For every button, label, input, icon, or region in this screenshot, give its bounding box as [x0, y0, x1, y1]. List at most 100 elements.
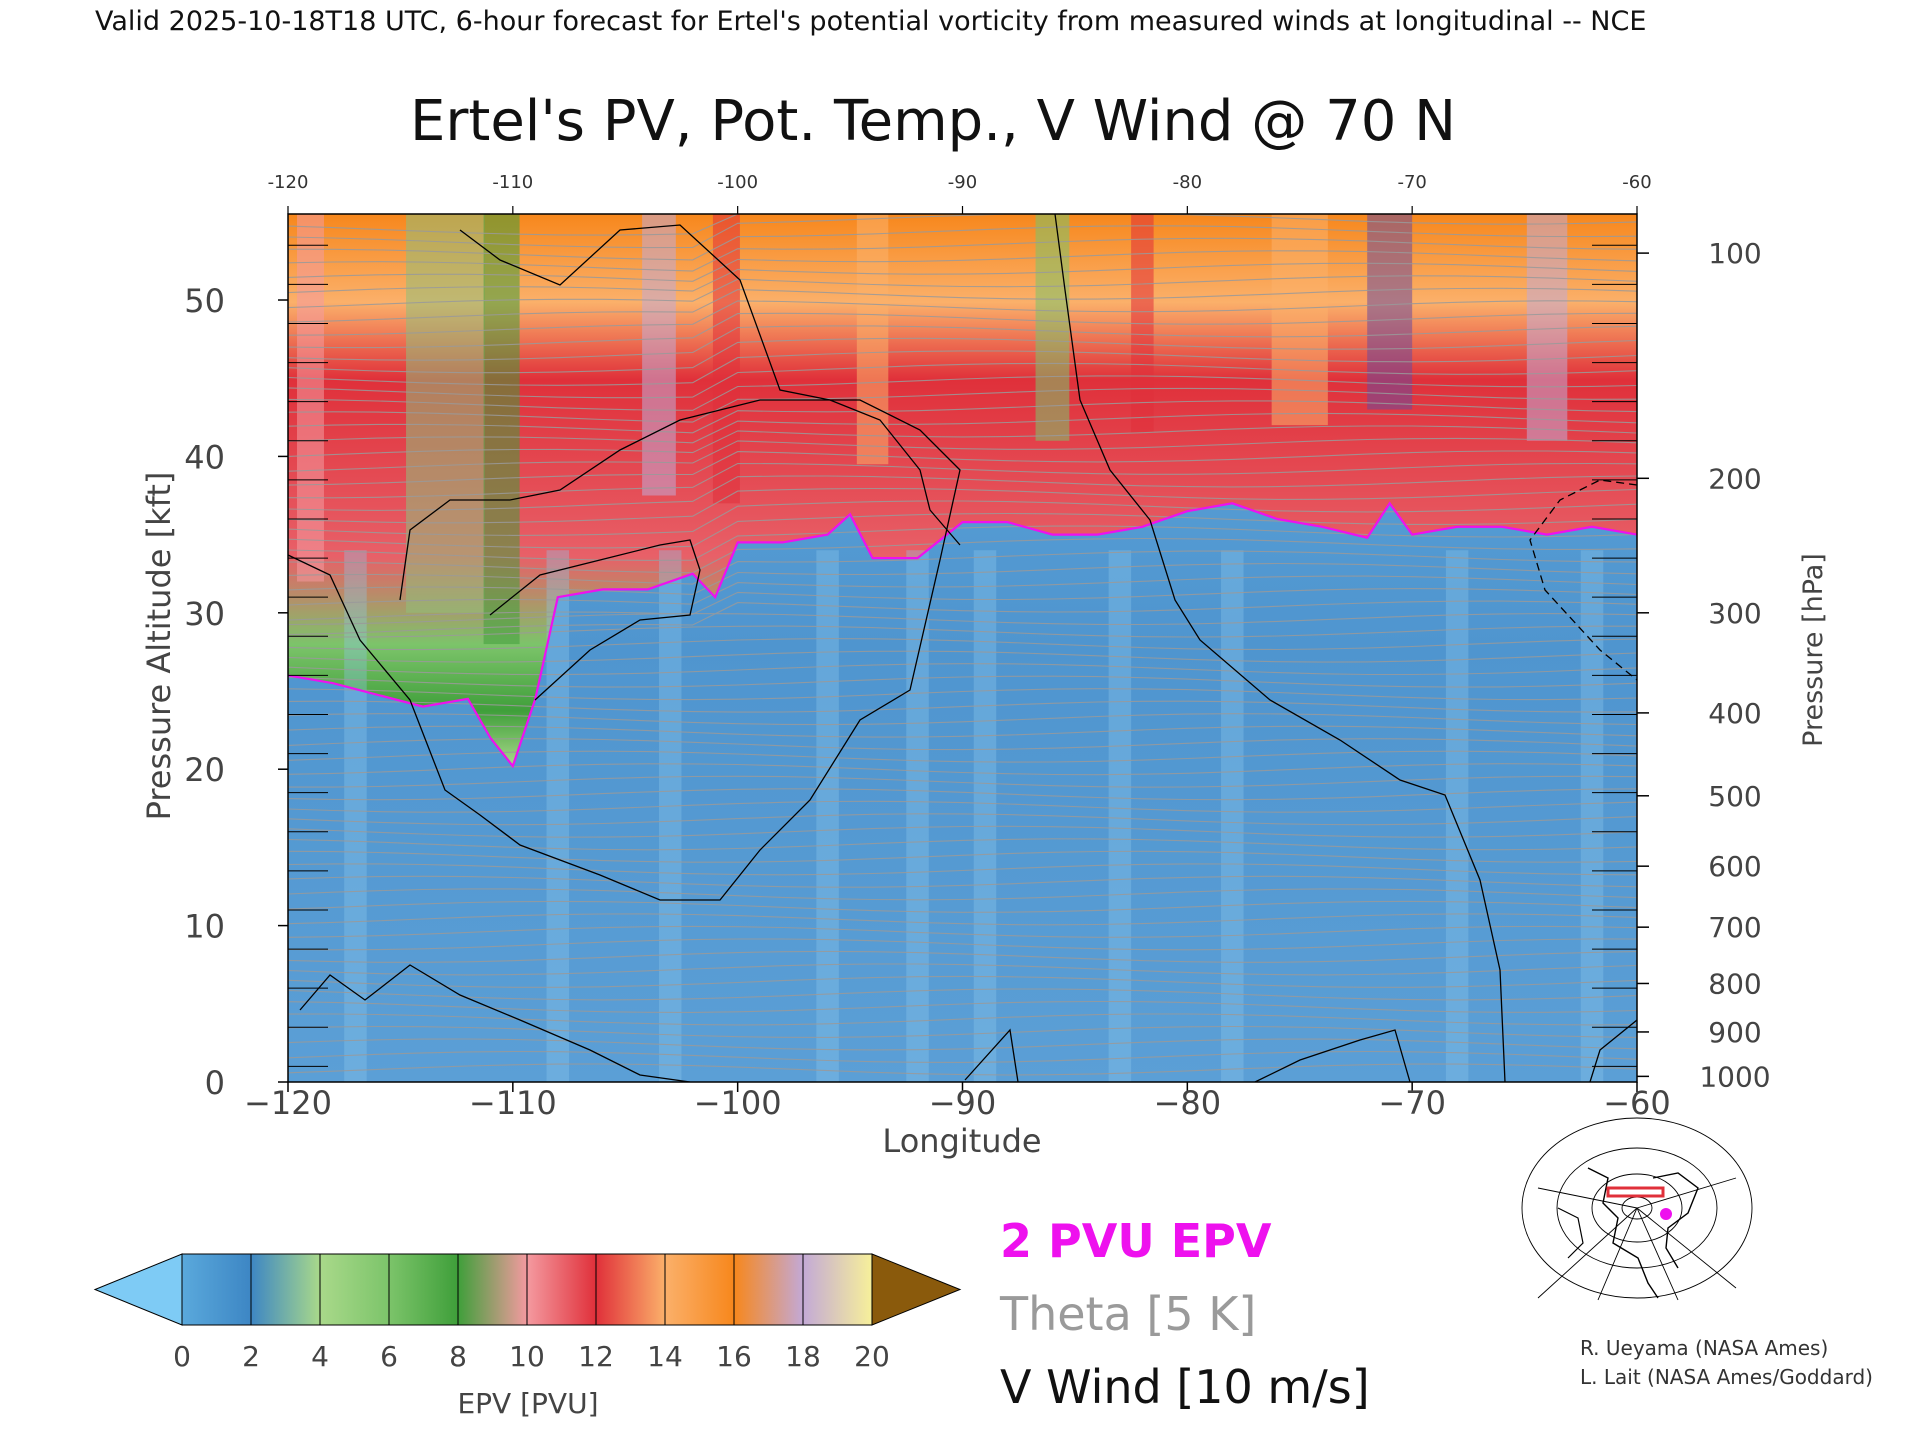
theta-contour — [288, 300, 1637, 336]
theta-contour — [288, 963, 1637, 976]
vwind-contour-0-central — [1054, 214, 1506, 1082]
theta-contour — [288, 1050, 1637, 1063]
epv-streak — [296, 214, 324, 582]
legend-item-theta: Theta [5 K] — [999, 1287, 1256, 1341]
pressure-tick-label: 1000 — [1699, 1060, 1770, 1093]
pressure-tick-label: 900 — [1708, 1016, 1761, 1049]
y-tick-label: 40 — [184, 438, 225, 476]
theta-contour — [288, 875, 1637, 888]
y-axis-left: 0 10 20 30 40 50 — [184, 244, 328, 1102]
colorbar-segment — [388, 1253, 459, 1326]
y-tick-label: 50 — [184, 282, 225, 320]
colorbar-segment — [664, 1253, 735, 1326]
y2-axis-label: Pressure [hPa] — [1798, 553, 1829, 747]
top-tick-label: -70 — [1397, 172, 1426, 193]
x-axis-label: Longitude — [882, 1122, 1041, 1160]
top-tick-label: -100 — [717, 172, 758, 193]
theta-contour — [288, 1025, 1637, 1038]
theta-contours — [288, 214, 1637, 1076]
theta-contour — [288, 512, 1637, 549]
theta-contour — [288, 1000, 1637, 1013]
pressure-tick-label: 600 — [1708, 850, 1761, 883]
colorbar-tick-label: 8 — [449, 1340, 467, 1373]
theta-contour — [288, 638, 1637, 651]
epv-streak — [1035, 214, 1070, 441]
theta-contour — [288, 500, 1637, 536]
vwind-contour-small — [964, 1028, 1019, 1082]
y-tick-label: 10 — [184, 908, 225, 946]
theta-contour — [288, 838, 1637, 851]
y-tick-label: 30 — [184, 595, 225, 633]
theta-contour — [288, 425, 1637, 457]
vwind-contour-0-west — [299, 964, 691, 1082]
top-tick-label: -90 — [948, 172, 977, 193]
pressure-tick-label: 700 — [1708, 911, 1761, 944]
x-axis-top: -120 -110 -100 -90 -80 -70 -60 — [268, 172, 1652, 214]
top-tick-label: -80 — [1173, 172, 1202, 193]
theta-contour — [288, 850, 1637, 863]
theta-contour — [288, 237, 1637, 272]
colorbar-tick-label: 0 — [173, 1340, 191, 1373]
colorbar-segment — [319, 1253, 390, 1326]
x-tick-label: −90 — [929, 1084, 997, 1122]
theta-contour — [288, 825, 1637, 838]
theta-contour — [288, 262, 1637, 294]
vwind-contour-10-top — [459, 224, 961, 546]
colorbar-segment — [457, 1253, 528, 1326]
y-tick-label: 0 — [205, 1064, 225, 1102]
epv-streak — [1271, 214, 1328, 426]
locator-map — [1521, 1117, 1753, 1301]
theta-contour — [288, 975, 1637, 988]
pressure-tick-label: 400 — [1708, 697, 1761, 730]
colorbar-tick-label: 2 — [242, 1340, 260, 1373]
theta-contour — [288, 225, 1637, 261]
epv-streak — [642, 214, 676, 496]
credit-line-1: R. Ueyama (NASA Ames) — [1580, 1336, 1828, 1360]
epv-field — [288, 214, 1637, 1082]
epv-streak — [1367, 214, 1413, 410]
theta-contour — [288, 738, 1637, 751]
epv-streak-light — [1445, 550, 1469, 1082]
theta-contour — [288, 287, 1637, 323]
theta-contour — [288, 275, 1637, 309]
theta-contour — [288, 375, 1637, 411]
theta-contour — [288, 214, 1637, 249]
x-tick-label: −70 — [1378, 1084, 1446, 1122]
colorbar-tick-label: 12 — [578, 1340, 614, 1373]
theta-contour — [288, 725, 1637, 738]
theta-contour — [288, 913, 1637, 926]
colorbar-segment — [802, 1253, 873, 1326]
top-tick-label: -60 — [1622, 172, 1651, 193]
vwind-contour-30-core — [489, 539, 701, 701]
theta-contour — [288, 562, 1637, 595]
theta-contour — [288, 988, 1637, 1001]
x-tick-label: −80 — [1154, 1084, 1222, 1122]
colorbar-segment — [733, 1253, 804, 1326]
x-axis-bottom: −120 −110 −100 −90 −80 −70 −60 — [244, 1082, 1671, 1122]
top-tick-label: -120 — [268, 172, 309, 193]
colorbar-tick-label: 10 — [509, 1340, 545, 1373]
theta-contour — [288, 775, 1637, 788]
x-tick-label: −60 — [1603, 1084, 1671, 1122]
theta-contour — [288, 663, 1637, 676]
y-axis-right-pressure: 100 200 300 400 500 600 700 800 900 1000 — [1592, 237, 1771, 1093]
colorbar-arrow-low — [93, 1253, 183, 1326]
theta-contour — [288, 537, 1637, 574]
theta-contour — [288, 450, 1637, 486]
pressure-tick-label: 100 — [1708, 237, 1761, 270]
vwind-contours — [288, 214, 1637, 1082]
theta-contour — [288, 925, 1637, 938]
epv-streak-light — [1580, 550, 1604, 1082]
vwind-contour-0-east — [1254, 1029, 1411, 1082]
colorbar-segment — [526, 1253, 597, 1326]
theta-contour — [288, 900, 1637, 913]
epv-streak-light — [1221, 550, 1244, 1082]
epv-streak-light — [973, 550, 997, 1082]
theta-contour — [288, 675, 1637, 688]
colorbar-segment — [595, 1253, 666, 1326]
theta-contour — [288, 475, 1637, 511]
theta-contour — [288, 525, 1637, 561]
theta-contour — [288, 800, 1637, 813]
credit-line-2: L. Lait (NASA Ames/Goddard) — [1580, 1365, 1873, 1389]
theta-contour — [288, 950, 1637, 963]
